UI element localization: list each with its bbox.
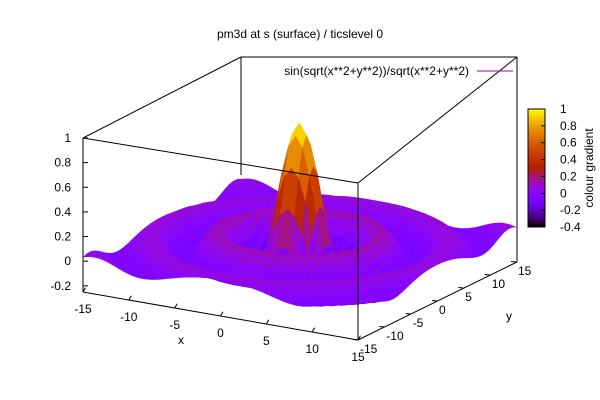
x-axis-label: x	[178, 333, 184, 347]
box-edge-back-top-left	[82, 56, 242, 139]
y-tick-mark	[458, 287, 464, 289]
z-tick-label: 1	[64, 131, 71, 145]
y-tick-mark	[431, 300, 438, 302]
surface-mesh	[82, 122, 517, 307]
z-tick-label: -0.2	[50, 279, 71, 293]
box-edge-front-top	[82, 137, 359, 184]
x-tick-mark	[82, 287, 86, 293]
colorbar	[527, 108, 546, 228]
y-axis-label: y	[506, 309, 512, 323]
z-axis-ticks: -0.2 0 0.2 0.4 0.6 0.8 1	[50, 131, 88, 293]
y-axis-line	[357, 261, 518, 341]
colorbar-tick-label: -0.2	[560, 203, 581, 217]
y-tick-label: -10	[386, 329, 404, 343]
x-tick-mark	[174, 303, 178, 309]
surface-patch	[350, 299, 363, 306]
y-tick-label: 10	[492, 277, 506, 291]
z-tick-label: 0.2	[54, 230, 71, 244]
box-edge-top-right	[357, 56, 518, 184]
y-tick-mark	[510, 261, 517, 263]
y-tick-label: 15	[518, 264, 532, 278]
colorbar-tick-label: 0.8	[560, 119, 577, 133]
colorbar-tick-label: 0.2	[560, 169, 577, 183]
x-tick-mark	[220, 311, 224, 317]
x-tick-label: 0	[217, 326, 224, 340]
x-tick-mark	[265, 319, 270, 325]
y-tick-label: 0	[439, 303, 446, 317]
x-tick-mark	[357, 335, 361, 341]
colorbar-tick-label: 0.6	[560, 136, 577, 150]
colorbar-tick-label: 0	[560, 186, 567, 200]
z-tick-label: 0	[64, 254, 71, 268]
colorbar-tick-label: 0.4	[560, 153, 577, 167]
y-tick-label: -5	[413, 316, 424, 330]
legend-entry-label: sin(sqrt(x**2+y**2))/sqrt(x**2+y**2)	[284, 64, 469, 78]
colorbar-tick-label: 1	[560, 102, 567, 116]
x-tick-label: 15	[351, 350, 365, 364]
chart-title: pm3d at s (surface) / ticslevel 0	[217, 27, 383, 41]
x-axis-ticks: -15 -10 -5 0 5 10 15	[74, 287, 365, 364]
colorbar-ticks: -0.4 -0.2 0 0.2 0.4 0.6 0.8 1	[541, 102, 581, 234]
x-tick-mark	[128, 295, 132, 301]
x-tick-label: -5	[169, 318, 180, 332]
colorbar-tick-label: -0.4	[560, 220, 581, 234]
x-tick-label: 10	[306, 342, 320, 356]
legend: sin(sqrt(x**2+y**2))/sqrt(x**2+y**2)	[284, 64, 513, 78]
x-tick-label: -15	[74, 302, 92, 316]
y-tick-mark	[379, 326, 385, 328]
colorbar-label: colour gradient	[582, 128, 596, 208]
y-axis-ticks: -15 -10 -5 0 5 10 15	[352, 261, 532, 356]
x-tick-label: 5	[263, 334, 270, 348]
box-back-edges	[82, 56, 518, 262]
y-tick-mark	[352, 339, 359, 341]
x-tick-mark	[311, 327, 316, 333]
y-tick-mark	[405, 313, 411, 315]
z-tick-label: 0.4	[54, 205, 71, 219]
x-tick-label: -10	[120, 310, 138, 324]
y-tick-mark	[484, 274, 490, 276]
z-tick-label: 0.8	[54, 156, 71, 170]
y-tick-label: 5	[465, 290, 472, 304]
y-tick-label: -15	[360, 342, 378, 356]
z-tick-label: 0.6	[54, 180, 71, 194]
